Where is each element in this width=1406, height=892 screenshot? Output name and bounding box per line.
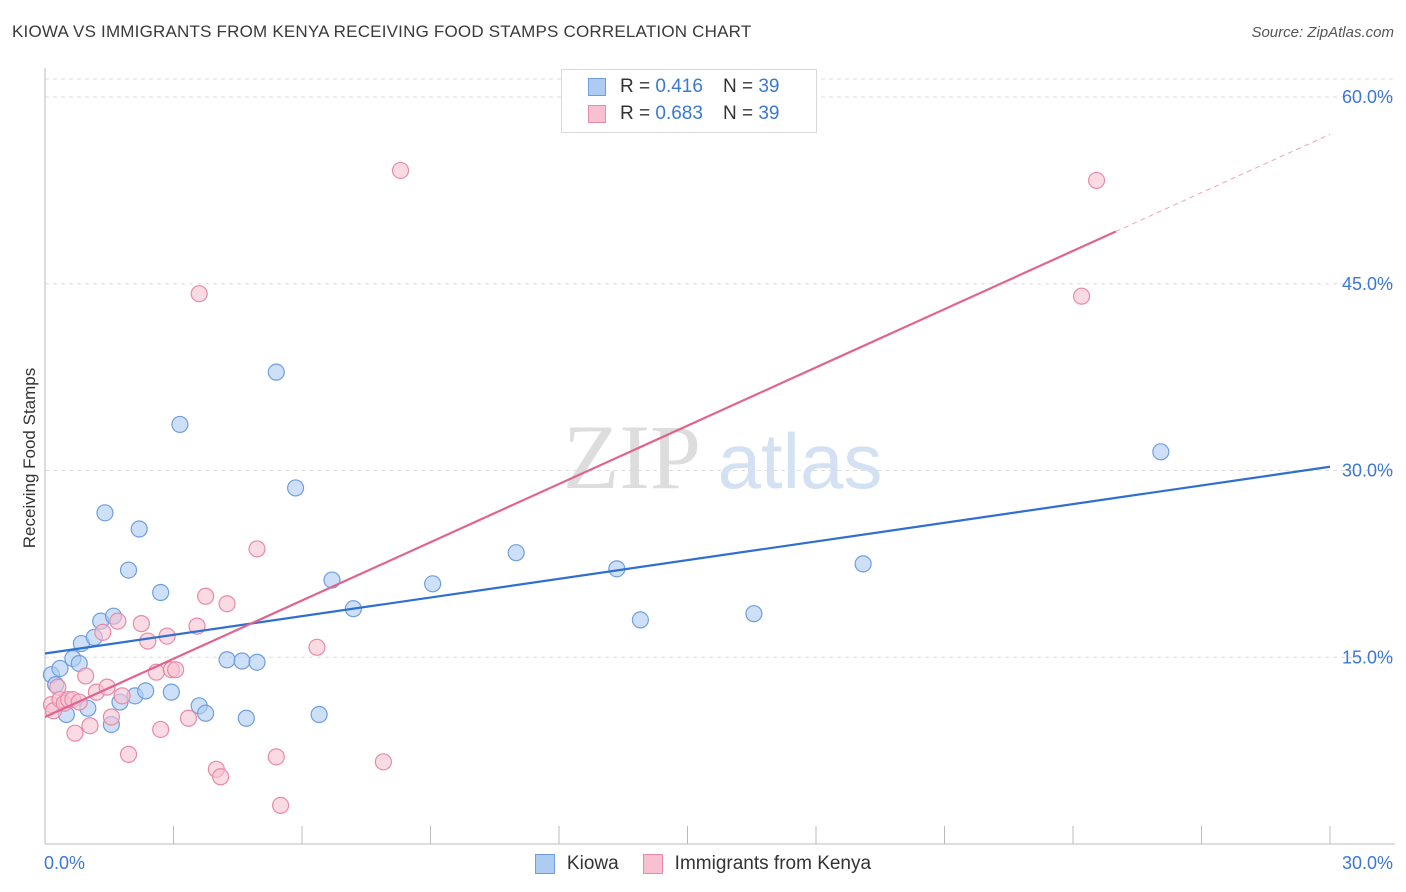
legend-n-value: 39 xyxy=(758,103,780,124)
point-kiowa xyxy=(507,544,525,562)
axes xyxy=(44,68,1395,845)
trendline-kenya-extension xyxy=(1115,133,1331,232)
point-kenya xyxy=(271,796,290,815)
legend-swatch-kenya xyxy=(642,854,663,874)
point-kiowa xyxy=(137,682,155,700)
y-tick-label: 15.0% xyxy=(1342,647,1393,667)
legend-swatch-kiowa xyxy=(534,854,555,874)
point-kiowa xyxy=(267,363,285,381)
point-kenya xyxy=(391,161,410,180)
correlation-legend: R = 0.416 N = 39 R = 0.683 N = 39 xyxy=(561,69,817,133)
point-kenya xyxy=(1072,287,1091,305)
legend-r-label: R = xyxy=(620,103,651,124)
point-kiowa xyxy=(424,575,442,593)
legend-item-kenya: Immigrants from Kenya xyxy=(642,853,872,875)
point-kiowa xyxy=(119,561,138,579)
legend-n-label: N = xyxy=(722,76,754,97)
point-kenya xyxy=(179,709,198,727)
grid-lines xyxy=(45,78,1395,658)
point-kenya xyxy=(167,661,185,679)
legend-n-label: N = xyxy=(722,103,754,124)
y-axis-label: Receiving Food Stamps xyxy=(20,367,39,549)
point-kiowa xyxy=(130,520,148,538)
source-label: Source: ZipAtlas.com xyxy=(1251,24,1394,41)
watermark-zip: ZIP xyxy=(563,406,701,508)
point-kiowa xyxy=(171,415,189,434)
legend-swatch-kiowa xyxy=(588,78,606,96)
point-kiowa xyxy=(96,504,114,522)
point-kenya xyxy=(81,717,99,735)
y-tick-label: 30.0% xyxy=(1342,461,1393,481)
point-kenya xyxy=(139,632,157,650)
point-kiowa xyxy=(745,605,763,623)
point-kenya xyxy=(132,615,150,633)
point-kiowa xyxy=(233,652,251,670)
legend-label-kiowa: Kiowa xyxy=(566,853,619,874)
legend-swatch-kenya xyxy=(588,105,606,123)
legend-r-value: 0.416 xyxy=(655,76,703,97)
point-kenya xyxy=(190,285,208,303)
x-tick-label: 30.0% xyxy=(1342,853,1393,873)
point-kenya xyxy=(113,687,131,705)
point-kiowa xyxy=(286,479,305,497)
series-legend: Kiowa Immigrants from Kenya xyxy=(0,852,1406,876)
point-kenya xyxy=(197,587,215,605)
y-tick-label: 60.0% xyxy=(1342,87,1393,107)
trendline-kenya xyxy=(44,230,1117,719)
point-kiowa xyxy=(152,583,170,602)
point-kenya xyxy=(119,745,138,763)
series-kenya xyxy=(42,161,1106,815)
point-kiowa xyxy=(237,709,255,727)
legend-item-kiowa: Kiowa xyxy=(534,853,619,875)
point-kiowa xyxy=(51,659,69,678)
watermark-atlas: atlas xyxy=(718,417,883,505)
point-kenya xyxy=(218,595,236,613)
point-kenya xyxy=(248,540,266,558)
point-kiowa xyxy=(218,651,236,669)
point-kiowa xyxy=(310,705,328,724)
legend-label-kenya: Immigrants from Kenya xyxy=(674,853,872,874)
point-kenya xyxy=(308,638,326,656)
point-kenya xyxy=(109,612,127,630)
legend-row-kiowa: R = 0.416 N = 39 xyxy=(588,76,779,98)
x-tick-label: 0.0% xyxy=(44,853,85,873)
y-tick-label: 45.0% xyxy=(1342,274,1393,294)
point-kenya xyxy=(102,708,120,726)
point-kiowa xyxy=(197,704,215,722)
point-kenya xyxy=(267,748,285,766)
point-kenya xyxy=(94,623,112,641)
point-kiowa xyxy=(323,571,341,589)
legend-row-kenya: R = 0.683 N = 39 xyxy=(588,103,779,125)
legend-n-value: 39 xyxy=(758,76,780,97)
point-kenya xyxy=(152,720,170,739)
point-kiowa xyxy=(248,653,266,671)
point-kiowa xyxy=(1152,443,1170,461)
trendline-kiowa xyxy=(44,465,1331,655)
chart-title: KIOWA VS IMMIGRANTS FROM KENYA RECEIVING… xyxy=(12,22,752,41)
point-kiowa xyxy=(162,683,180,701)
point-kenya xyxy=(212,768,230,786)
legend-r-value: 0.683 xyxy=(655,103,703,124)
point-kiowa xyxy=(631,611,649,629)
point-kenya xyxy=(1087,171,1106,190)
trendlines xyxy=(44,133,1331,719)
tick-labels: 15.0% 30.0% 45.0% 60.0% 0.0% 30.0% xyxy=(44,87,1393,873)
point-kenya xyxy=(77,667,95,685)
point-kenya xyxy=(374,753,392,771)
legend-r-label: R = xyxy=(620,76,651,97)
point-kenya xyxy=(66,724,84,742)
watermark: ZIP atlas xyxy=(563,406,882,508)
point-kiowa xyxy=(854,555,872,573)
